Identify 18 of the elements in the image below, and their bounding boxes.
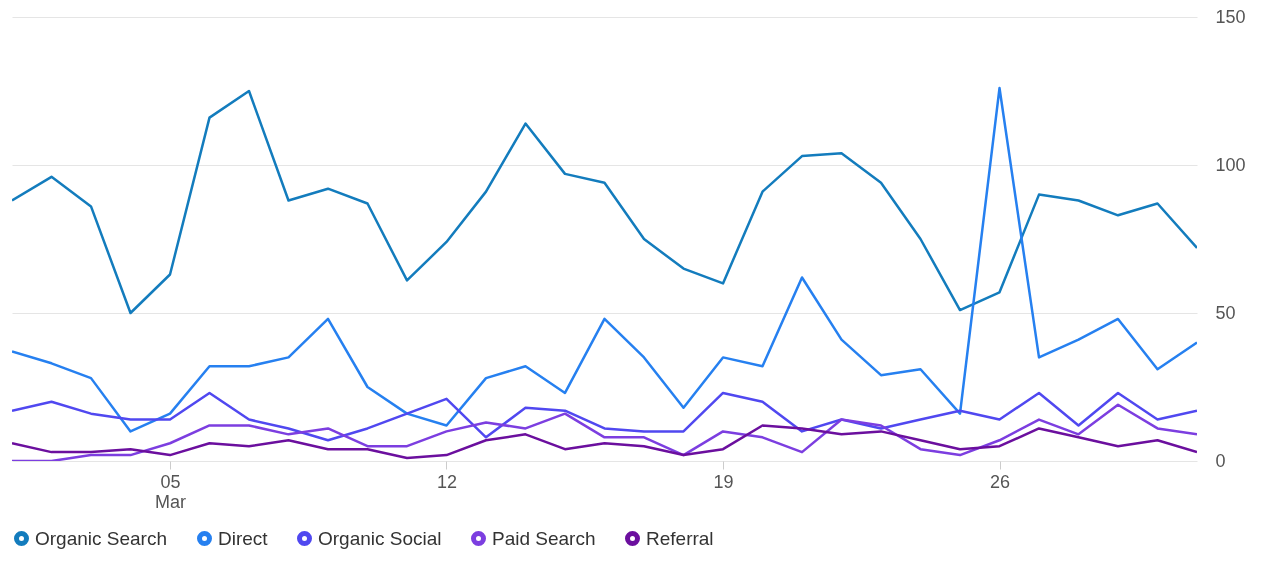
x-tick-label: 05 Mar <box>155 471 186 512</box>
y-tick-label: 0 <box>1215 450 1226 471</box>
line-series <box>12 89 1197 315</box>
legend-label: Direct <box>218 527 269 549</box>
line-series <box>12 403 1197 461</box>
line-series <box>12 424 1197 460</box>
y-tick-label: 150 <box>1215 6 1246 27</box>
legend-label: Organic Social <box>318 527 442 549</box>
x-tick-label: 26 <box>989 471 1011 492</box>
x-tick-label: 12 <box>436 471 458 492</box>
legend-label: Organic Search <box>35 527 168 549</box>
legend-label: Paid Search <box>492 527 596 549</box>
line-series <box>12 86 1197 433</box>
y-tick-label: 50 <box>1215 302 1236 323</box>
legend-label: Referral <box>646 527 714 549</box>
x-tick-label: 19 <box>713 471 734 492</box>
line-series <box>12 391 1197 442</box>
y-tick-label: 100 <box>1215 154 1246 175</box>
